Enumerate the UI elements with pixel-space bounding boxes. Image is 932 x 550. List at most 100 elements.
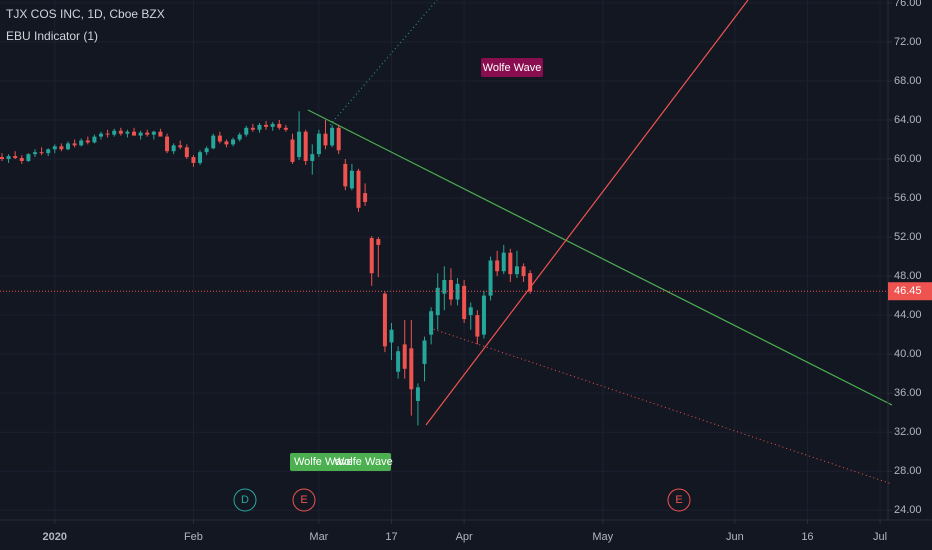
candle-body — [297, 131, 302, 158]
candle-body — [528, 273, 533, 292]
candle-body — [415, 387, 420, 401]
candle-body — [118, 130, 123, 134]
candle-body — [46, 149, 51, 154]
candle-body — [165, 136, 170, 152]
event-marker[interactable] — [667, 488, 691, 512]
x-tick-label: 17 — [385, 531, 397, 543]
y-tick-label: 56.00 — [894, 192, 922, 204]
candle-body — [508, 252, 513, 275]
candle-body — [382, 293, 387, 347]
y-tick-label: 76.00 — [894, 0, 922, 9]
candle-body — [290, 139, 295, 162]
candle-body — [521, 266, 526, 277]
event-marker[interactable] — [233, 488, 257, 512]
candle-body — [336, 127, 341, 151]
y-tick-label: 68.00 — [894, 75, 922, 87]
candle-body — [204, 148, 209, 153]
candle-body — [316, 133, 321, 155]
candle-body — [244, 127, 249, 135]
candle-body — [422, 340, 427, 364]
candle-body — [237, 134, 242, 140]
y-tick-label: 40.00 — [894, 348, 922, 360]
candle-body — [151, 131, 156, 135]
candle-body — [475, 315, 480, 337]
candle-body — [138, 132, 143, 136]
candle-body — [442, 280, 447, 294]
candle-body — [0, 157, 4, 160]
candle-body — [343, 163, 348, 187]
annotation-box — [332, 453, 391, 471]
candle-body — [112, 130, 117, 135]
y-tick-label: 64.00 — [894, 114, 922, 126]
candle-body — [363, 193, 368, 202]
candle-body — [303, 131, 308, 161]
candle-body — [283, 127, 288, 130]
trend-line — [307, 109, 893, 406]
event-label[interactable]: E — [675, 494, 682, 506]
candle-body — [39, 152, 44, 154]
trend-line — [425, 0, 749, 426]
candle-body — [198, 152, 203, 163]
annotation: Wolfe Wave — [334, 456, 393, 468]
candle-body — [66, 143, 71, 150]
candle-body — [105, 133, 110, 135]
y-tick-label: 60.00 — [894, 153, 922, 165]
candles — [0, 111, 533, 426]
candle-body — [455, 283, 460, 300]
candle-body — [211, 135, 216, 149]
candle-body — [264, 124, 269, 127]
last-price-box — [888, 282, 932, 301]
x-tick-label: Apr — [456, 531, 473, 543]
x-tick-label: Jul — [873, 531, 887, 543]
candle-body — [59, 146, 64, 150]
y-tick-label: 72.00 — [894, 36, 922, 48]
candle-body — [323, 133, 328, 146]
candle-body — [429, 311, 434, 335]
candle-body — [468, 307, 473, 316]
candle-body — [52, 146, 57, 150]
candle-body — [330, 127, 335, 146]
event-marker[interactable] — [292, 488, 316, 512]
candle-body — [389, 329, 394, 343]
candle-body — [310, 154, 315, 161]
candle-body — [191, 157, 196, 163]
candle-body — [224, 141, 229, 145]
candle-body — [19, 158, 24, 161]
candle-body — [26, 154, 31, 161]
candle-body — [85, 140, 90, 143]
candle-body — [184, 147, 189, 158]
candle-body — [145, 132, 150, 135]
event-label[interactable]: D — [241, 494, 249, 506]
indicator-label: EBU Indicator (1) — [6, 29, 98, 43]
candle-body — [481, 295, 486, 335]
x-tick-label: Feb — [184, 531, 203, 543]
candle-body — [402, 344, 407, 369]
y-tick-label: 44.00 — [894, 309, 922, 321]
candle-body — [158, 131, 163, 137]
x-tick-label: Jun — [726, 531, 744, 543]
candle-body — [448, 280, 453, 300]
annotation-box — [290, 453, 337, 471]
event-label[interactable]: E — [300, 494, 307, 506]
candle-body — [6, 156, 11, 160]
candle-body — [495, 260, 500, 272]
candle-body — [349, 170, 354, 189]
candle-body — [501, 252, 506, 272]
candle-body — [277, 123, 282, 128]
y-tick-label: 24.00 — [894, 504, 922, 516]
candle-body — [125, 131, 130, 134]
candle-body — [376, 239, 381, 245]
candle-body — [435, 287, 440, 316]
y-tick-label: 36.00 — [894, 387, 922, 399]
candle-body — [257, 124, 262, 130]
annotation: Wolfe Wave — [294, 456, 353, 468]
candle-body — [396, 351, 401, 372]
x-tick-label: May — [592, 531, 613, 543]
candle-body — [409, 348, 414, 390]
candle-body — [79, 140, 84, 146]
candle-body — [270, 123, 275, 127]
candle-body — [514, 266, 519, 275]
